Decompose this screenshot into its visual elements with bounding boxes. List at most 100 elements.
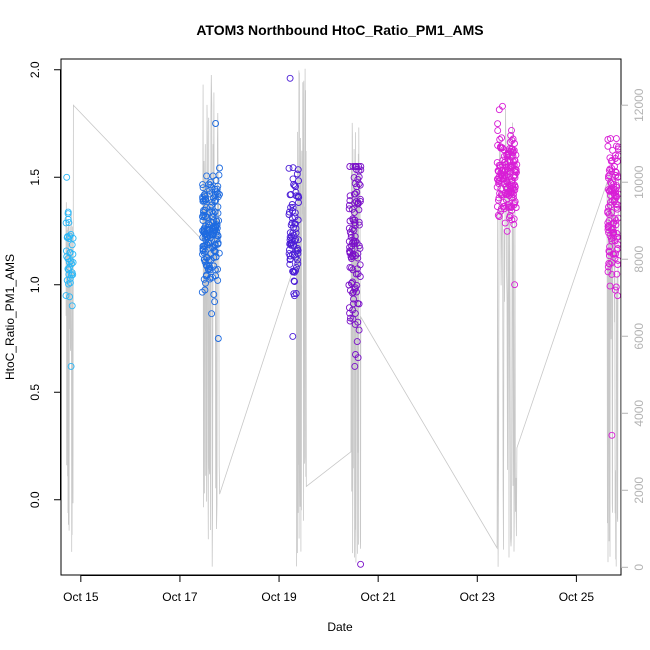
data-point (209, 209, 217, 217)
data-point (214, 239, 222, 247)
data-point (509, 180, 517, 188)
x-tick-label: Oct 23 (460, 590, 496, 604)
data-point (511, 140, 518, 147)
data-point (610, 185, 618, 193)
data-point (499, 203, 507, 211)
data-point (511, 281, 519, 289)
data-point (506, 212, 514, 219)
data-point (69, 250, 77, 258)
data-point (287, 221, 295, 229)
data-point (294, 192, 302, 200)
data-point (612, 200, 620, 208)
data-point (605, 252, 613, 260)
data-point (214, 335, 222, 342)
data-point (351, 219, 359, 227)
y-tick-label-right: 6000 (632, 323, 646, 350)
data-point (612, 135, 620, 143)
y-axis-right: 0 2000 4000 6000 8000 10000 12000 (621, 88, 646, 571)
data-point (509, 186, 517, 194)
data-point (510, 191, 517, 198)
data-point (203, 226, 211, 234)
data-point (612, 250, 619, 258)
data-point (355, 326, 363, 334)
data-point (211, 298, 219, 306)
y-tick-label-left: 0.0 (28, 491, 42, 508)
data-point (208, 230, 216, 238)
data-point (508, 145, 516, 153)
data-point (510, 220, 518, 228)
data-point (604, 226, 612, 234)
data-point (611, 237, 619, 245)
data-point (199, 193, 207, 201)
data-point (290, 267, 298, 275)
data-point (351, 240, 359, 247)
data-point (355, 167, 363, 175)
data-point (62, 219, 70, 227)
data-point (202, 203, 210, 211)
data-point (199, 181, 207, 189)
data-point (202, 272, 210, 280)
x-tick-label: Oct 17 (162, 590, 198, 604)
data-point (286, 191, 294, 199)
altitude-series (65, 68, 619, 567)
data-point (352, 252, 360, 259)
data-point (351, 190, 359, 198)
data-point (215, 171, 223, 179)
data-point (512, 204, 520, 211)
data-point (212, 196, 220, 204)
data-point (609, 224, 617, 232)
data-point (288, 214, 296, 222)
data-point (605, 259, 613, 267)
ratio-points (62, 74, 622, 568)
x-tick-label: Oct 19 (261, 590, 297, 604)
data-point (62, 292, 70, 300)
data-point (285, 246, 293, 254)
data-point (608, 270, 616, 278)
data-point (201, 233, 209, 241)
data-point (292, 183, 299, 191)
data-point (604, 136, 612, 143)
data-point (286, 74, 294, 82)
data-point (64, 215, 72, 223)
data-point (211, 192, 219, 200)
data-point (604, 186, 612, 194)
data-point (200, 242, 208, 250)
y-axis-left: 0.0 0.5 1.0 1.5 2.0 (28, 61, 61, 508)
data-point (354, 318, 362, 326)
data-point (350, 226, 358, 234)
data-point (356, 181, 364, 189)
data-point (346, 286, 354, 294)
data-point (605, 247, 613, 255)
data-point (65, 266, 73, 274)
data-point (497, 205, 505, 213)
data-point (356, 261, 364, 269)
data-point (294, 256, 301, 264)
data-point (511, 199, 518, 207)
data-point (494, 211, 502, 219)
data-point (65, 270, 73, 278)
data-point (506, 145, 514, 153)
data-point (511, 157, 519, 164)
x-tick-label: Oct 21 (360, 590, 396, 604)
data-point (65, 219, 73, 227)
data-point (288, 201, 296, 208)
data-point (294, 245, 302, 252)
data-point (215, 249, 223, 257)
data-point (606, 282, 614, 290)
data-point (295, 177, 303, 185)
data-point (501, 219, 509, 227)
data-point (212, 231, 220, 239)
data-point (494, 120, 502, 128)
data-point (357, 560, 365, 568)
plot-frame (60, 58, 622, 576)
y-tick-label-left: 0.5 (28, 384, 42, 401)
data-point (289, 204, 297, 211)
data-point (494, 127, 502, 135)
data-point (608, 157, 616, 164)
data-point (613, 270, 621, 278)
data-point (291, 268, 299, 276)
data-point (509, 149, 517, 156)
data-point (611, 215, 619, 223)
data-point (208, 219, 216, 226)
